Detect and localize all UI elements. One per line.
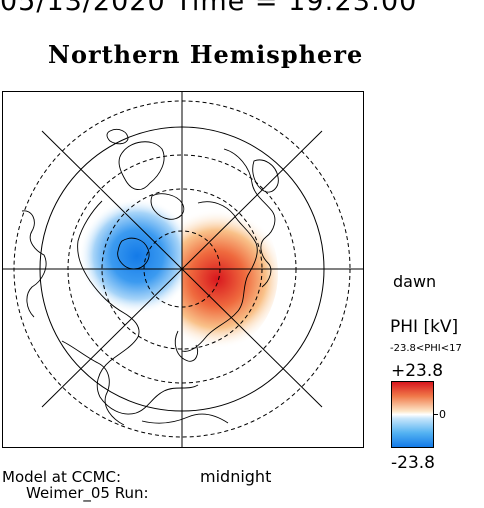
midnight-label: midnight <box>200 467 272 486</box>
hemisphere-title: Northern Hemisphere <box>48 40 364 69</box>
coastline-bottom <box>141 413 229 424</box>
coastline-kamchatka <box>174 330 199 362</box>
colorbar-range-text: -23.8<PHI<17 <box>390 343 462 354</box>
coastline-north-america <box>77 200 199 415</box>
model-label: Model at CCMC: <box>2 468 122 486</box>
coastline-siberia <box>181 201 258 352</box>
coastline-greenland <box>118 141 165 190</box>
meridian-diagonal-b <box>41 130 323 408</box>
dusk-potential-cell <box>80 183 182 339</box>
coastline-hudson-bay <box>117 237 150 270</box>
coastline-arctic-islands <box>150 193 185 220</box>
colorbar <box>391 381 434 448</box>
coastline-left-edge <box>21 210 47 318</box>
run-label: Weimer_05 Run: <box>26 484 149 502</box>
colorbar-zero-tick <box>434 414 438 415</box>
coastline-lower-left <box>61 340 125 426</box>
colorbar-max-label: +23.8 <box>391 361 444 381</box>
coastline-iceland <box>106 128 129 145</box>
coastline-scandinavia <box>252 159 279 193</box>
coastlines <box>21 128 279 426</box>
date-time-header: 05/13/2020 Time = 19:23:00 <box>0 0 418 17</box>
coastline-europe <box>223 148 276 288</box>
colorbar-title: PHI [kV] <box>390 317 459 337</box>
polar-potential-map <box>2 91 364 448</box>
colorbar-min-label: -23.8 <box>391 453 435 473</box>
dawn-label: dawn <box>393 272 437 291</box>
colorbar-zero-label: 0 <box>439 408 446 421</box>
